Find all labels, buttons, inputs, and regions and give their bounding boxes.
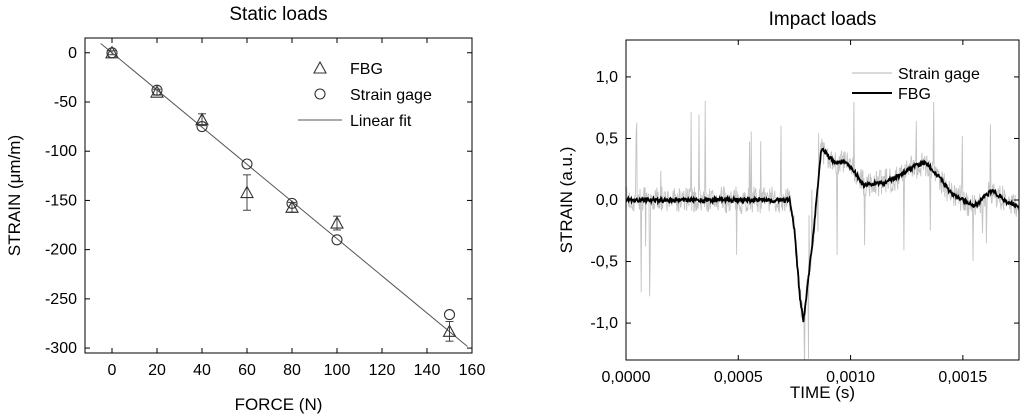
y-tick-label: -250 bbox=[45, 291, 77, 308]
x-tick-label: 0,0005 bbox=[714, 369, 763, 386]
y-axis-label: STRAIN (a.u.) bbox=[557, 147, 576, 254]
x-tick-label: 0 bbox=[108, 362, 117, 379]
strain-gage-point bbox=[331, 234, 343, 246]
y-tick-label: -1,0 bbox=[590, 315, 618, 332]
x-axis-label: FORCE (N) bbox=[235, 395, 323, 414]
strain-gage-point bbox=[106, 47, 118, 59]
fbg-point bbox=[330, 215, 344, 229]
x-tick-label: 0,0000 bbox=[602, 369, 651, 386]
fbg-line bbox=[626, 147, 1019, 323]
legend-label: Strain gage bbox=[898, 66, 980, 83]
fbg-point bbox=[150, 84, 164, 98]
fbg-point bbox=[442, 324, 457, 337]
strain-gage-point bbox=[151, 84, 163, 96]
legend-marker-fbg bbox=[313, 60, 327, 74]
chart-title: Impact loads bbox=[769, 9, 877, 30]
x-tick-label: 80 bbox=[283, 362, 301, 379]
x-tick-label: 0,0010 bbox=[826, 369, 875, 386]
strain-gage-point bbox=[443, 309, 456, 321]
plot-frame bbox=[84, 37, 473, 354]
x-tick-label: 120 bbox=[369, 362, 396, 379]
strain-gage-point bbox=[196, 121, 208, 133]
legend-label: FBG bbox=[350, 61, 383, 78]
legend: Strain gage FBG bbox=[848, 60, 1014, 103]
y-tick-label: -0,5 bbox=[590, 254, 618, 271]
x-tick-label: 160 bbox=[459, 362, 486, 379]
static-loads-chart: Static loads 0 20 40 60 80 100 120 140 160 0 -50 -1… bbox=[5, 4, 485, 414]
y-tick-label: 0,0 bbox=[596, 192, 618, 209]
y-tick-label: 1,0 bbox=[596, 69, 618, 86]
legend-background bbox=[848, 60, 1014, 102]
y-tick-label: -200 bbox=[45, 242, 77, 259]
legend-marker-strain-gage bbox=[314, 88, 326, 100]
fbg-point bbox=[240, 185, 254, 199]
fbg-point bbox=[195, 112, 209, 126]
impact-loads-chart: Impact loads 0,0000 0,0005 0,0010 0,0015 1,0… bbox=[557, 9, 1020, 402]
y-tick-label: 0 bbox=[68, 45, 77, 62]
x-tick-label: 140 bbox=[414, 362, 441, 379]
x-tick-label: 60 bbox=[238, 362, 256, 379]
legend: FBG Strain gage Linear fit bbox=[298, 60, 432, 130]
y-tick-label: -300 bbox=[45, 340, 77, 357]
legend-label: Strain gage bbox=[350, 87, 432, 104]
x-tick-label: 0,0015 bbox=[938, 369, 987, 386]
x-tick-label: 20 bbox=[148, 362, 166, 379]
strain-gage-line bbox=[626, 95, 1019, 360]
y-tick-label: -50 bbox=[54, 94, 77, 111]
y-tick-label: -100 bbox=[45, 143, 77, 160]
y-tick-label: 0,5 bbox=[596, 130, 618, 147]
y-axis-label: STRAIN (μm/m) bbox=[5, 135, 24, 256]
x-tick-label: 100 bbox=[324, 362, 351, 379]
legend-label: Linear fit bbox=[350, 113, 412, 130]
legend-label: FBG bbox=[898, 86, 931, 103]
y-tick-label: -150 bbox=[45, 192, 77, 209]
x-tick-label: 40 bbox=[193, 362, 211, 379]
strain-gage-point bbox=[286, 197, 298, 209]
x-axis-label: TIME (s) bbox=[790, 383, 855, 402]
strain-gage-point bbox=[241, 158, 253, 170]
chart-title: Static loads bbox=[229, 4, 327, 25]
